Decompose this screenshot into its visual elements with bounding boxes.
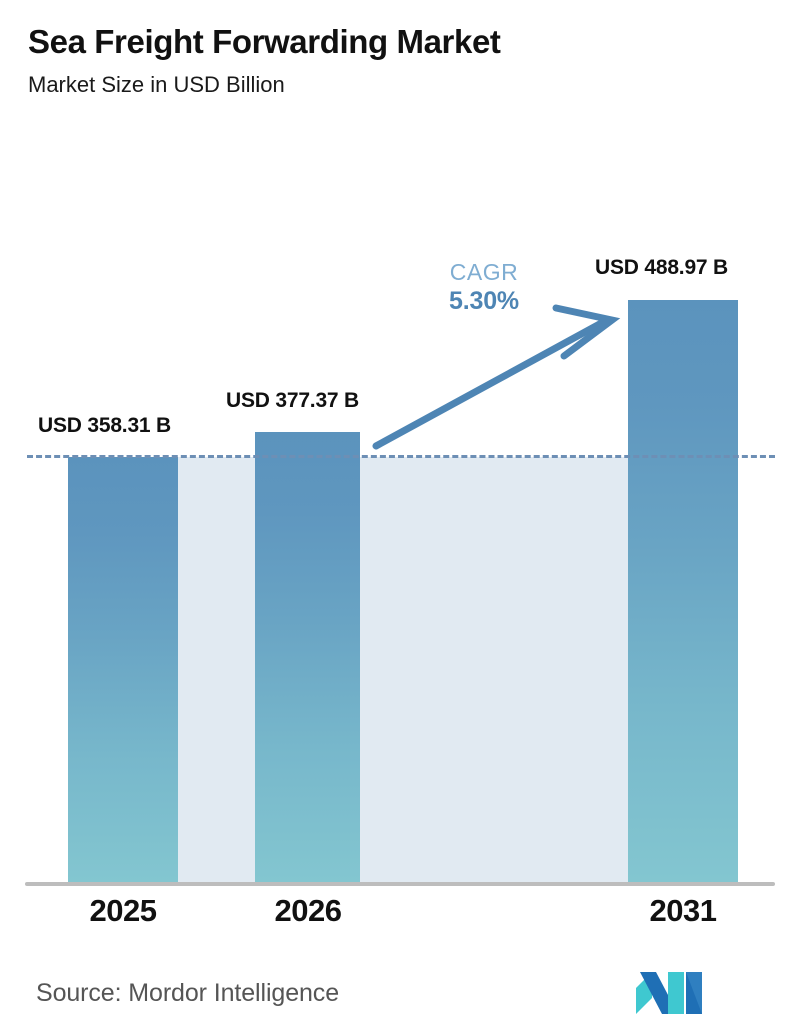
growth-arrow-icon bbox=[372, 304, 621, 450]
value-label-2026: USD 377.37 B bbox=[226, 389, 360, 412]
value-label-2025: USD 358.31 B bbox=[38, 414, 172, 437]
cagr-label: CAGR bbox=[449, 259, 519, 285]
x-label-2025: 2025 bbox=[89, 893, 157, 928]
bar-2025[interactable] bbox=[68, 457, 178, 882]
reference-dashed-line bbox=[27, 455, 775, 458]
chart-subtitle: Market Size in USD Billion bbox=[28, 72, 285, 97]
cagr-value: 5.30% bbox=[449, 287, 519, 315]
x-label-2031: 2031 bbox=[649, 893, 717, 928]
page-title: Sea Freight Forwarding Market bbox=[28, 23, 501, 60]
x-label-2026: 2026 bbox=[274, 893, 342, 928]
source-attribution: Source: Mordor Intelligence bbox=[36, 979, 340, 1007]
chart-header: Sea Freight Forwarding Market Market Siz… bbox=[28, 22, 768, 100]
bar-2031[interactable] bbox=[628, 300, 738, 882]
value-label-2031: USD 488.97 B bbox=[595, 256, 729, 279]
bar-2026[interactable] bbox=[255, 432, 360, 882]
x-axis-line bbox=[25, 882, 775, 886]
mordor-intelligence-logo-icon bbox=[636, 972, 702, 1014]
cagr-annotation: CAGR 5.30% bbox=[424, 258, 544, 316]
